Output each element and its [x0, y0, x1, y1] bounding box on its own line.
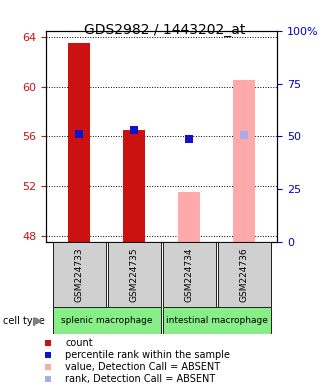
Text: count: count [65, 338, 93, 348]
Bar [123, 130, 145, 242]
Text: value, Detection Call = ABSENT: value, Detection Call = ABSENT [65, 362, 220, 372]
Text: ▶: ▶ [34, 316, 42, 326]
Bar [218, 242, 271, 307]
Bar [108, 242, 161, 307]
Text: splenic macrophage: splenic macrophage [61, 316, 152, 325]
Bar [53, 307, 161, 334]
Text: GSM224736: GSM224736 [240, 247, 249, 302]
Bar [53, 242, 106, 307]
Bar [163, 242, 215, 307]
Text: rank, Detection Call = ABSENT: rank, Detection Call = ABSENT [65, 374, 215, 384]
Bar [163, 307, 271, 334]
Text: GSM224734: GSM224734 [185, 247, 194, 302]
Text: GSM224735: GSM224735 [130, 247, 139, 302]
Bar [68, 43, 90, 242]
Bar [178, 192, 200, 242]
Text: cell type: cell type [3, 316, 45, 326]
Text: GSM224733: GSM224733 [75, 247, 84, 302]
Bar [233, 80, 255, 242]
Text: percentile rank within the sample: percentile rank within the sample [65, 350, 230, 360]
Text: intestinal macrophage: intestinal macrophage [166, 316, 268, 325]
Text: GDS2982 / 1443202_at: GDS2982 / 1443202_at [84, 23, 246, 37]
